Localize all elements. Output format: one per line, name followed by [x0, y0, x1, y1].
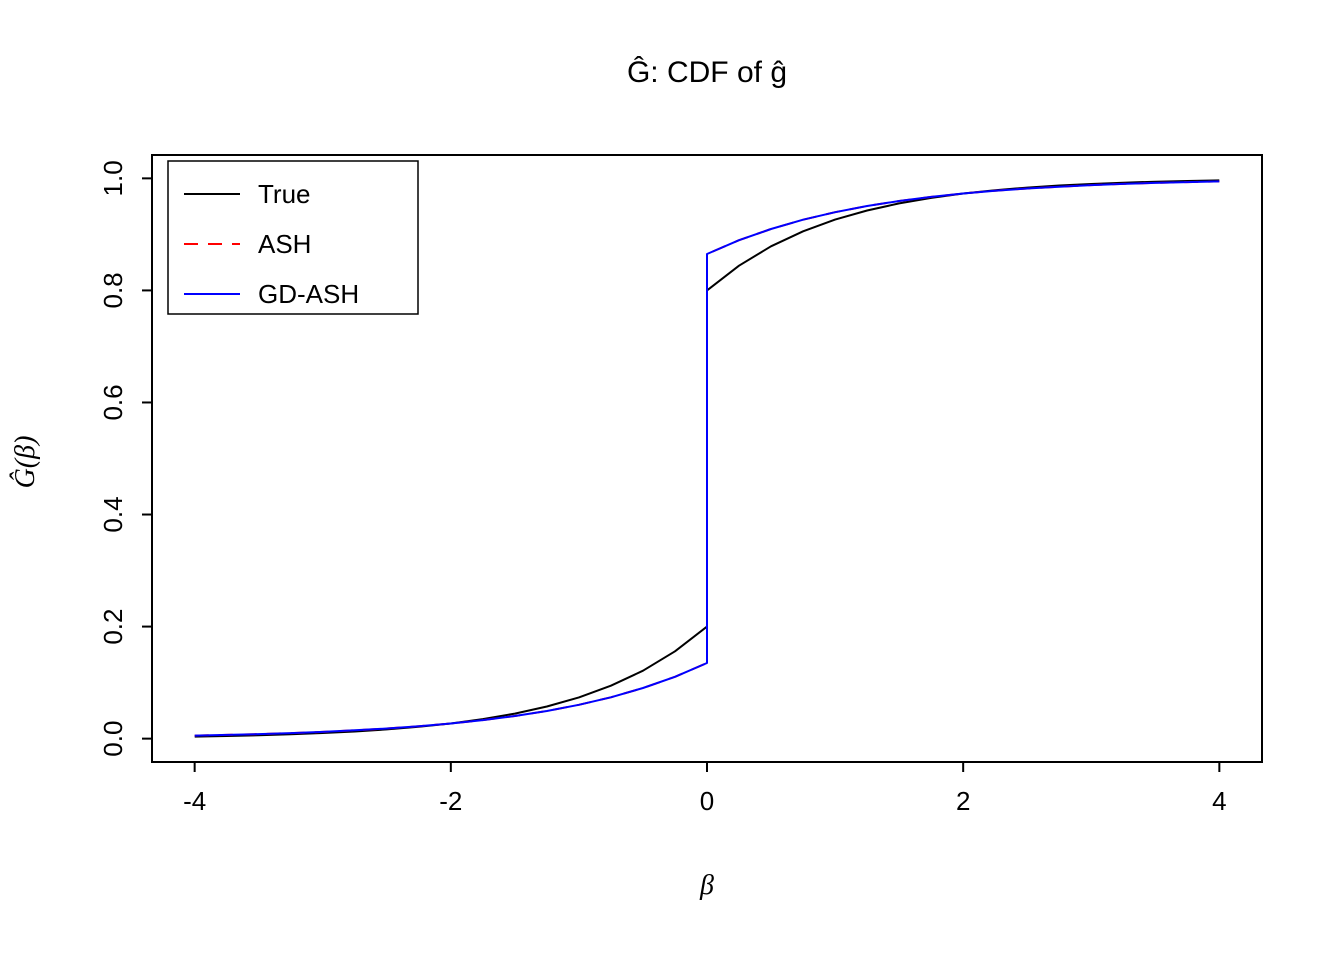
- legend: True ASH GD-ASH: [167, 160, 419, 315]
- y-tick-label: 0.8: [98, 272, 128, 308]
- series-line-gd-ash: [194, 180, 1220, 737]
- x-tick-label: 2: [956, 786, 970, 816]
- y-tick-label: 0.2: [98, 609, 128, 645]
- chart-title: Ĝ: CDF of ĝ: [627, 55, 787, 89]
- legend-item-true: True: [184, 179, 311, 209]
- y-axis-label: Ĝ(β): [10, 436, 41, 489]
- legend-label-gd-ash: GD-ASH: [258, 279, 359, 309]
- legend-item-gd-ash: GD-ASH: [184, 279, 359, 309]
- y-tick-label: 0.6: [98, 384, 128, 420]
- axis-ticks: -4 -2 0 2 4 0.0 0.2 0.4 0.6 0.8 1.0: [98, 160, 1227, 816]
- legend-label-true: True: [258, 179, 311, 209]
- legend-item-ash: ASH: [184, 229, 311, 259]
- legend-box: [167, 160, 419, 315]
- x-axis-label: β: [699, 870, 714, 901]
- x-tick-label: 4: [1212, 786, 1226, 816]
- legend-label-ash: ASH: [258, 229, 311, 259]
- data-series: [194, 179, 1220, 738]
- x-tick-label: -4: [183, 786, 206, 816]
- x-tick-label: 0: [700, 786, 714, 816]
- y-tick-label: 0.0: [98, 721, 128, 757]
- y-tick-label: 1.0: [98, 160, 128, 196]
- y-tick-label: 0.4: [98, 496, 128, 532]
- x-tick-label: -2: [439, 786, 462, 816]
